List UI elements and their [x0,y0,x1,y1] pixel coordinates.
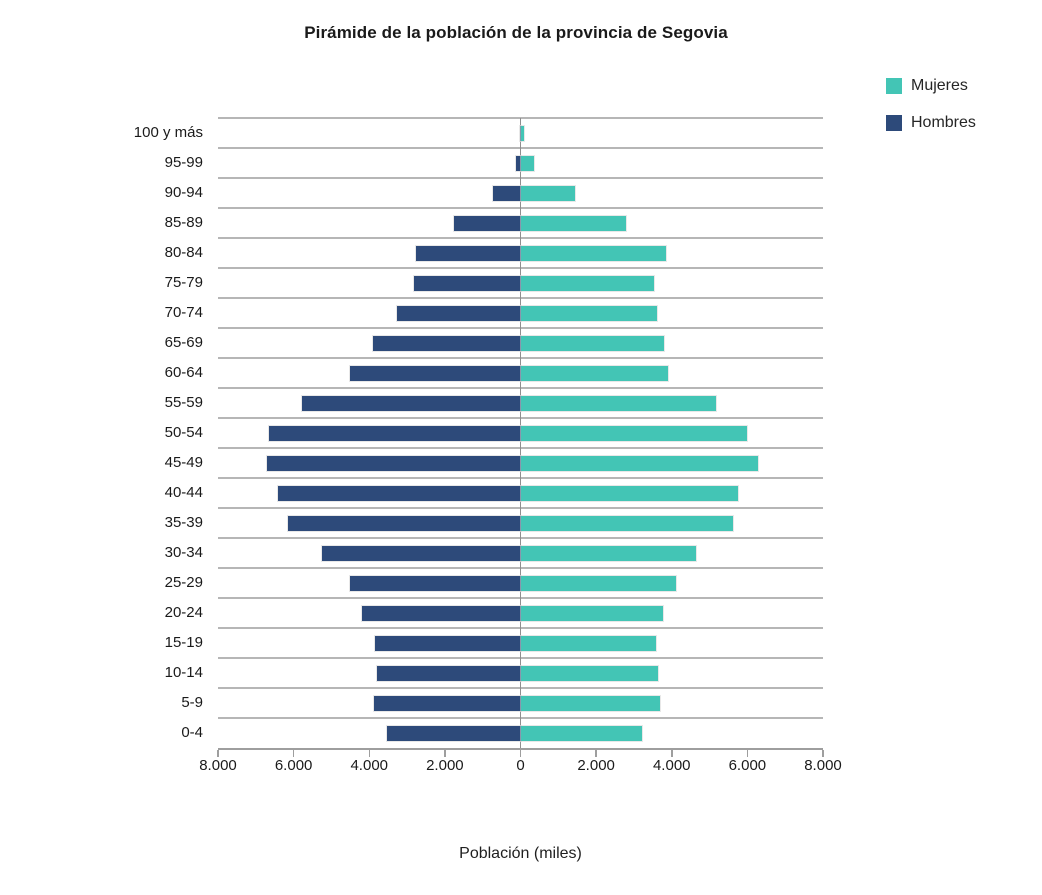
bar-hombres-5-9 [373,695,521,711]
bar-hombres-70-74 [396,305,521,321]
age-label: 80-84 [164,244,203,261]
bar-hombres-95-99 [516,155,521,171]
age-label: 0-4 [181,724,203,741]
bar-mujeres-5-9 [520,695,661,711]
hombres-swatch-icon [886,115,902,131]
chart-title: Pirámide de la población de la provincia… [304,23,728,42]
x-tick-label: 0 [516,757,525,774]
bar-hombres-60-64 [349,365,521,381]
bar-mujeres-55-59 [520,395,716,411]
bar-hombres-10-14 [377,665,521,681]
bar-hombres-45-49 [267,455,521,471]
x-tick [746,750,749,757]
x-tick-label: 8.000 [804,757,842,774]
age-label: 100 y más [133,124,203,141]
age-label: 25-29 [164,574,203,591]
bar-mujeres-25-29 [520,575,676,591]
bar-hombres-90-94 [493,185,521,201]
bar-hombres-55-59 [301,395,521,411]
bar-hombres-30-34 [322,545,521,561]
x-tick-label: 4.000 [350,757,389,774]
x-tick-label: 2.000 [426,757,464,774]
bar-hombres-40-44 [277,485,521,501]
age-label: 40-44 [164,484,203,501]
legend-label-mujeres: Mujeres [911,77,968,94]
x-tick-label: 6.000 [728,757,767,774]
age-label: 15-19 [164,634,203,651]
x-tick [671,750,673,757]
bar-hombres-85-89 [454,215,521,231]
age-label: 95-99 [164,154,203,171]
age-label: 60-64 [164,364,203,381]
bar-hombres-0-4 [387,725,521,741]
bar-mujeres-90-94 [520,185,575,201]
bar-mujeres-45-49 [520,455,758,471]
bar-hombres-15-19 [374,635,521,651]
age-label: 90-94 [164,184,203,201]
bar-mujeres-20-24 [520,605,663,621]
age-label: 35-39 [164,514,203,531]
bar-mujeres-40-44 [520,485,738,501]
bar-mujeres-75-79 [520,275,655,291]
x-tick-label: 6.000 [274,757,313,774]
age-label: 65-69 [164,334,203,351]
legend-item-hombres: Hombres [886,114,976,132]
bar-mujeres-15-19 [520,635,657,651]
legend-item-mujeres: Mujeres [886,77,976,95]
bar-hombres-25-29 [349,575,521,591]
x-tick [444,750,446,757]
legend: Mujeres Hombres [886,77,976,151]
x-tick [368,750,370,757]
x-tick [292,750,295,757]
age-label: 45-49 [164,454,203,471]
age-label: 85-89 [164,214,203,231]
bar-mujeres-85-89 [520,215,626,231]
age-label: 20-24 [164,604,203,621]
bar-mujeres-65-69 [520,335,665,351]
bar-hombres-50-54 [269,425,521,441]
bar-mujeres-70-74 [520,305,657,321]
bar-mujeres-50-54 [520,425,747,441]
x-tick-label: 8.000 [199,757,237,774]
legend-label-hombres: Hombres [911,114,976,131]
x-tick [217,750,219,757]
age-label: 55-59 [164,394,203,411]
bar-mujeres-80-84 [520,245,667,261]
x-tick [595,750,597,757]
age-label: 5-9 [181,694,203,711]
bar-mujeres-0-4 [520,725,642,741]
bar-mujeres-10-14 [520,665,659,681]
x-axis-title: Población (miles) [459,845,582,862]
bar-hombres-20-24 [362,605,521,621]
bar-mujeres-35-39 [520,515,733,531]
bar-hombres-75-79 [414,275,521,291]
age-label: 75-79 [164,274,203,291]
bar-mujeres-100 y más [520,125,524,141]
age-label: 30-34 [164,544,203,561]
x-tick-label: 2.000 [577,757,615,774]
x-tick [519,750,522,757]
bar-hombres-100 y más [519,125,521,141]
age-label: 70-74 [164,304,203,321]
bar-mujeres-95-99 [520,155,534,171]
bar-hombres-65-69 [373,335,521,351]
age-label: 50-54 [164,424,203,441]
bar-hombres-80-84 [416,245,521,261]
x-tick [822,750,824,757]
bar-mujeres-30-34 [520,545,696,561]
mujeres-swatch-icon [886,78,902,94]
bar-mujeres-60-64 [520,365,668,381]
bar-hombres-35-39 [288,515,521,531]
age-label: 10-14 [164,664,203,681]
x-tick-label: 4.000 [652,757,691,774]
plot-area [218,117,823,750]
